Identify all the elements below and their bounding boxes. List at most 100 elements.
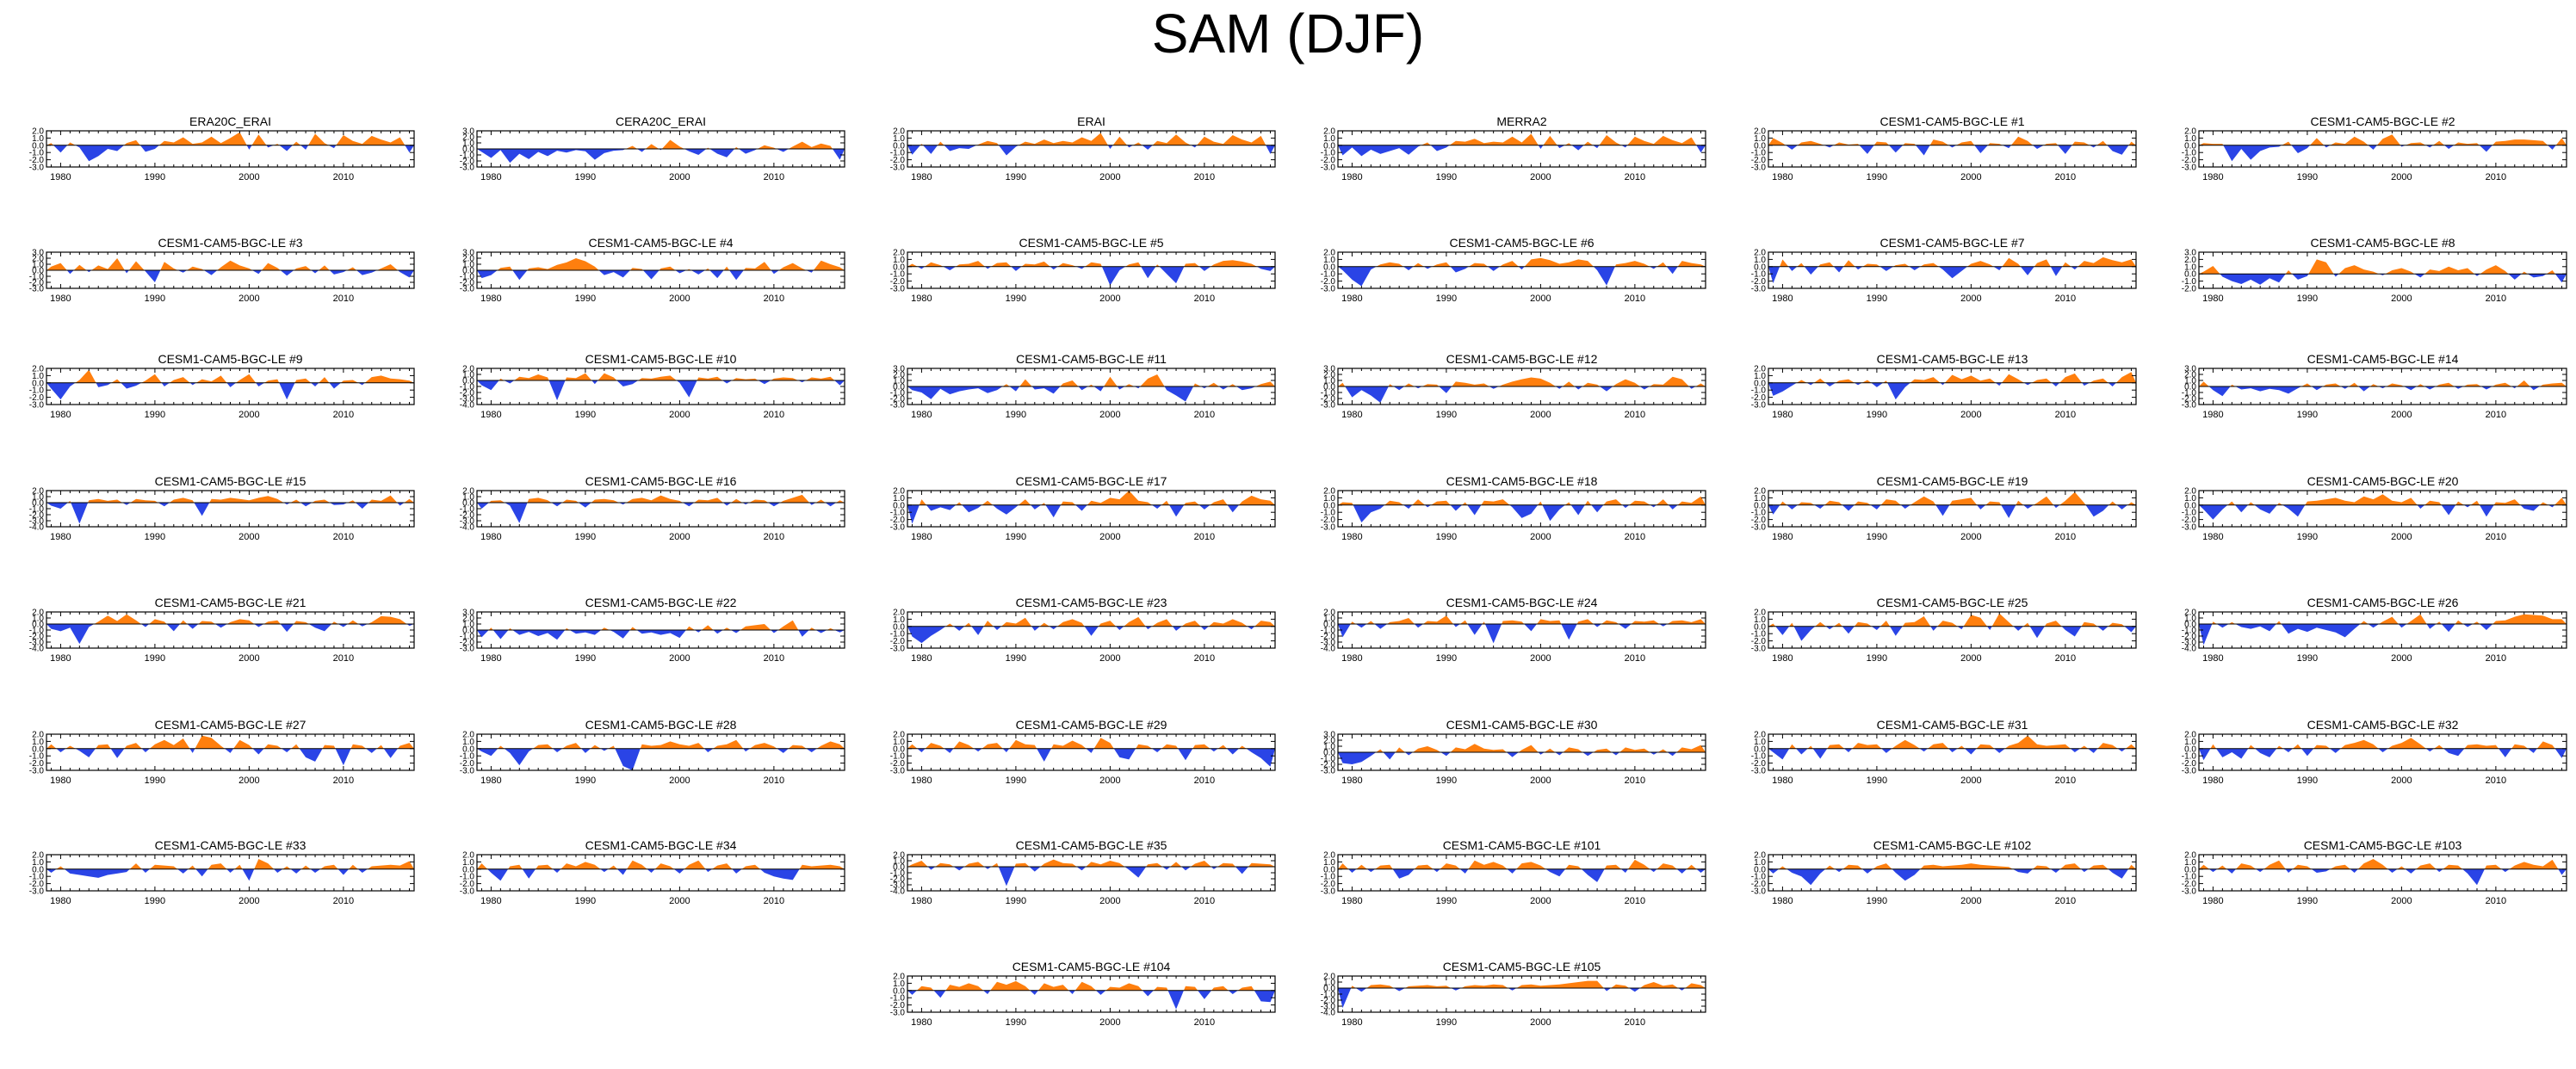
panel-8: 3.02.01.00.0-1.0-2.0-3.0 1980 1990 2000 2010…	[460, 236, 845, 304]
panel-title: CESM1-CAM5-BGC-LE #8	[2310, 236, 2455, 250]
panel-7: 3.02.01.00.0-1.0-2.0-3.0 1980 1990 2000 2010…	[29, 236, 415, 304]
series-area	[1338, 257, 1706, 287]
y-tick-label: 2.0	[1754, 365, 1766, 374]
x-tick-label: 2000	[1099, 775, 1120, 786]
y-tick-label: 0.0	[462, 267, 474, 276]
y-tick-label: 2.0	[32, 609, 44, 618]
negative-area	[2199, 386, 2567, 397]
y-tick-label: -1.0	[29, 627, 45, 636]
y-tick-label: -1.0	[460, 273, 475, 282]
panel-title: CESM1-CAM5-BGC-LE #6	[1449, 236, 1594, 250]
panel-title: ERA20C_ERAI	[189, 114, 271, 128]
y-tick-label: 2.0	[893, 609, 905, 618]
x-tick-label: 2000	[669, 775, 690, 786]
negative-area	[1338, 752, 1706, 764]
y-tick-label: 2.0	[2184, 256, 2196, 265]
x-tick-label: 2000	[1099, 172, 1120, 182]
positive-area	[907, 374, 1275, 386]
negative-area	[1768, 145, 2136, 156]
panel-title: CESM1-CAM5-BGC-LE #1	[1879, 114, 2024, 128]
panel-title: CESM1-CAM5-BGC-LE #26	[2307, 596, 2459, 609]
y-tick-label: 0.0	[2184, 383, 2196, 392]
y-tick-label: -1.0	[1751, 386, 1767, 396]
negative-area	[907, 386, 1275, 402]
panel-6: 2.01.00.0-1.0-2.0-3.0 1980 1990 2000 2010 CES…	[2182, 114, 2567, 182]
x-tick-label: 2000	[2391, 172, 2412, 182]
x-tick-label: 1990	[145, 172, 165, 182]
panel-28: 2.01.00.0-1.0-2.0-3.0-4.0 1980 1990 2000 201…	[1321, 596, 1706, 664]
y-tick-label: -3.0	[29, 639, 45, 648]
y-tick-label: 1.0	[1754, 615, 1766, 625]
series-area	[1768, 136, 2136, 156]
positive-area	[907, 738, 1275, 749]
x-tick-label: 2000	[1960, 294, 1981, 304]
negative-area	[2199, 274, 2567, 285]
y-tick-label: -2.0	[29, 393, 45, 403]
y-tick-label: -2.0	[890, 277, 906, 287]
y-tick-label: 0.0	[1754, 263, 1766, 272]
y-tick-label: -2.0	[29, 156, 45, 165]
x-tick-label: 1980	[2202, 410, 2223, 420]
x-tick-label: 2000	[2391, 653, 2412, 664]
series-area	[2199, 380, 2567, 397]
y-tick-label: 1.0	[462, 261, 474, 270]
y-tick-label: -4.0	[29, 523, 45, 533]
plot-frame	[1768, 611, 2137, 649]
y-tick-label: 0.0	[1754, 501, 1766, 510]
y-tick-label: 2.0	[2184, 487, 2196, 497]
x-tick-label: 1990	[2297, 410, 2318, 420]
y-tick-label: -3.0	[460, 395, 475, 405]
x-tick-label: 1990	[2297, 532, 2318, 542]
negative-area	[46, 503, 414, 524]
y-tick-label: 1.0	[1323, 377, 1335, 386]
y-tick-label: -2.0	[1751, 277, 1767, 287]
y-tick-label: 1.0	[32, 738, 44, 747]
panel-title: CESM1-CAM5-BGC-LE #21	[155, 596, 307, 609]
positive-area	[1338, 615, 1706, 624]
panel-32: 2.01.00.0-1.0-2.0-3.0 1980 1990 2000 2010 CES…	[460, 718, 845, 786]
x-tick-label: 1990	[575, 775, 596, 786]
plot-frame	[907, 490, 1276, 528]
y-tick-label: 0.0	[1323, 501, 1335, 510]
y-tick-label: 2.0	[1754, 609, 1766, 618]
panel-title: CESM1-CAM5-BGC-LE #7	[1879, 236, 2024, 250]
panel-title: CESM1-CAM5-BGC-LE #2	[2310, 114, 2455, 128]
y-tick-label: 1.0	[1323, 256, 1335, 265]
y-tick-label: 3.0	[462, 127, 474, 137]
panel-title: CESM1-CAM5-BGC-LE #3	[158, 236, 302, 250]
x-tick-label: 1990	[1436, 172, 1457, 182]
y-tick-label: -1.0	[890, 630, 906, 640]
y-tick-label: -3.0	[29, 767, 45, 776]
panel-title: CESM1-CAM5-BGC-LE #27	[155, 718, 307, 732]
panel-18: 3.02.01.00.0-1.0-2.0-3.0 1980 1990 2000 2010…	[2182, 352, 2567, 420]
y-tick-label: -1.0	[29, 273, 45, 282]
y-tick-label: -1.0	[1321, 755, 1336, 764]
x-tick-label: 1990	[1436, 410, 1457, 420]
x-tick-label: 2010	[2055, 294, 2076, 304]
y-tick-label: 1.0	[2184, 134, 2196, 144]
y-tick-label: -3.0	[2182, 523, 2197, 533]
x-tick-label: 1990	[1436, 294, 1457, 304]
y-tick-label: 2.0	[462, 615, 474, 624]
y-tick-label: -2.0	[1751, 637, 1767, 646]
y-tick-label: 1.0	[1323, 494, 1335, 504]
x-tick-label: 2010	[1625, 653, 1645, 664]
y-tick-label: 1.0	[893, 134, 905, 144]
y-tick-label: 3.0	[1323, 731, 1335, 740]
y-tick-label: 2.0	[1323, 737, 1335, 746]
y-tick-label: -3.0	[460, 285, 475, 294]
x-tick-label: 2010	[764, 775, 784, 786]
y-tick-label: -1.0	[1751, 149, 1767, 158]
panel-25: 2.01.00.0-1.0-2.0-3.0-4.0 1980 1990 2000 201…	[29, 596, 415, 664]
y-tick-label: -3.0	[29, 164, 45, 173]
y-tick-label: -2.0	[890, 637, 906, 646]
y-tick-label: -1.0	[29, 149, 45, 158]
panel-title: CERA20C_ERAI	[616, 114, 706, 128]
y-tick-label: -1.0	[29, 505, 45, 515]
y-tick-label: -2.0	[2182, 156, 2197, 165]
y-tick-label: -3.0	[1751, 401, 1767, 411]
series-area	[46, 258, 414, 282]
panel-title: CESM1-CAM5-BGC-LE #22	[585, 596, 737, 609]
panel-29: 2.01.00.0-1.0-2.0-3.0 1980 1990 2000 2010 CES…	[1751, 596, 2137, 664]
